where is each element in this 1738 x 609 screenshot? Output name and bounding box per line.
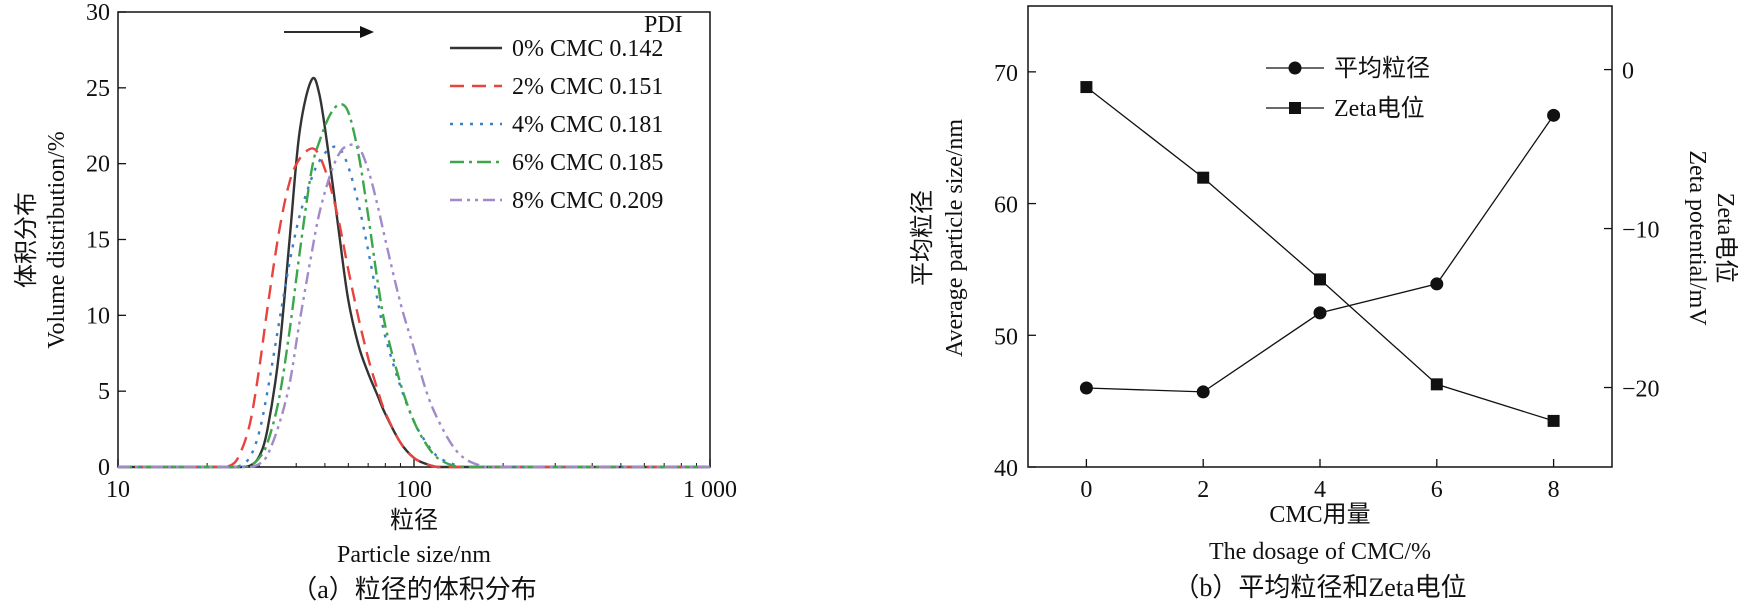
legend-label-zeta: Zeta电位 [1334,95,1425,122]
panel-a: 10 100 1 000 0 5 10 15 20 25 30 PDI 0% CMC 0.142 2… [13,0,737,604]
panel-a-legend-label-3: 6% CMC 0.185 [512,150,663,176]
panel-b-point-zeta [1314,273,1326,286]
panel-a-shift-arrow-head [360,26,374,38]
panel-a-curves [117,76,710,469]
panel-b-xlabel-cn: CMC用量 [1269,502,1370,528]
panel-b-x-tick-label: 0 [1080,477,1092,503]
panel-a-y-tick-label: 5 [98,379,110,405]
panel-b: 0 2 4 6 8 40 50 60 70 −20 −10 0 平均粒径 Zeta电位 平均粒径 Av… [909,5,1738,602]
legend-marker-circle [1288,61,1302,75]
panel-b-x-tick-label: 8 [1548,477,1560,503]
panel-b-point-size [1313,306,1327,320]
panel-b-point-size [1430,277,1444,291]
panel-a-legend-title: PDI [644,12,683,38]
panel-a-curve-4 [117,143,710,469]
panel-a-legend-label-2: 4% CMC 0.181 [512,112,663,138]
panel-b-legend: 平均粒径 Zeta电位 [1266,55,1430,122]
panel-a-y-tick-label: 10 [86,303,110,329]
panel-b-y2label-cn: Zeta电位 [1712,193,1738,284]
panel-a-xlabel-en: Particle size/nm [337,542,491,568]
panel-b-x-tick-label: 2 [1197,477,1209,503]
panel-a-ticks: 10 100 1 000 0 5 10 15 20 25 30 [86,0,737,503]
panel-b-y-tick-label: 40 [994,456,1018,482]
panel-b-x-tick-label: 4 [1314,477,1326,503]
legend-marker-square [1289,102,1301,114]
panel-b-y-tick-label: 60 [994,193,1018,219]
panel-b-ylabel-cn: 平均粒径 [909,190,936,286]
panel-b-line-size [1086,114,1555,393]
panel-a-curve-3 [117,103,710,469]
panel-a-caption: （a）粒径的体积分布 [291,575,537,604]
panel-b-xlabel-en: The dosage of CMC/% [1209,539,1431,565]
panel-b-point-size [1079,381,1093,395]
panel-b-point-size [1196,385,1210,399]
panel-a-y-tick-label: 25 [86,76,110,102]
panel-a-y-tick-label: 30 [86,0,110,26]
panel-b-x-tick-label: 6 [1431,477,1443,503]
panel-b-point-zeta [1547,414,1560,427]
panel-a-legend-label-4: 8% CMC 0.209 [512,188,663,214]
legend-label-size: 平均粒径 [1334,55,1430,82]
panel-b-y2-tick-label: 0 [1622,59,1634,85]
panel-b-ylabel-en: Average particle size/nm [942,119,968,357]
panel-b-point-zeta [1080,81,1093,94]
panel-a-x-tick-label: 10 [106,477,130,503]
panel-b-y2-tick-label: −20 [1622,377,1660,403]
panel-a-x-tick-label: 100 [396,477,432,503]
panel-a-ylabel-en: Volume distribution/% [44,131,70,349]
panel-b-y-tick-label: 50 [994,324,1018,350]
panel-b-caption: （b）平均粒径和Zeta电位 [1173,573,1466,602]
panel-a-y-tick-label: 20 [86,152,110,178]
panel-b-y2label-en: Zeta potential/mV [1684,150,1710,326]
panel-b-line-zeta [1086,86,1554,422]
panel-b-point-size [1547,108,1561,122]
panel-a-legend-label-1: 2% CMC 0.151 [512,74,663,100]
panel-b-plot-frame [1027,5,1613,468]
panel-b-y-tick-label: 70 [994,61,1018,87]
panel-a-legend-label-0: 0% CMC 0.142 [512,36,663,62]
panel-a-x-tick-label: 1 000 [683,477,737,503]
panel-b-series [1079,81,1561,427]
panel-a-y-tick-label: 0 [98,455,110,481]
panel-b-point-zeta [1197,171,1210,184]
panel-a-xlabel-cn: 粒径 [390,507,438,534]
panel-a-legend: PDI 0% CMC 0.142 2% CMC 0.151 4% CMC 0.181… [450,12,683,214]
panel-a-y-tick-label: 15 [86,228,110,254]
panel-b-ticks: 0 2 4 6 8 40 50 60 70 −20 −10 0 [994,59,1660,503]
panel-b-point-zeta [1430,378,1443,391]
panel-a-ylabel-cn: 体积分布 [13,192,40,288]
panel-b-y2-tick-label: −10 [1622,218,1660,244]
